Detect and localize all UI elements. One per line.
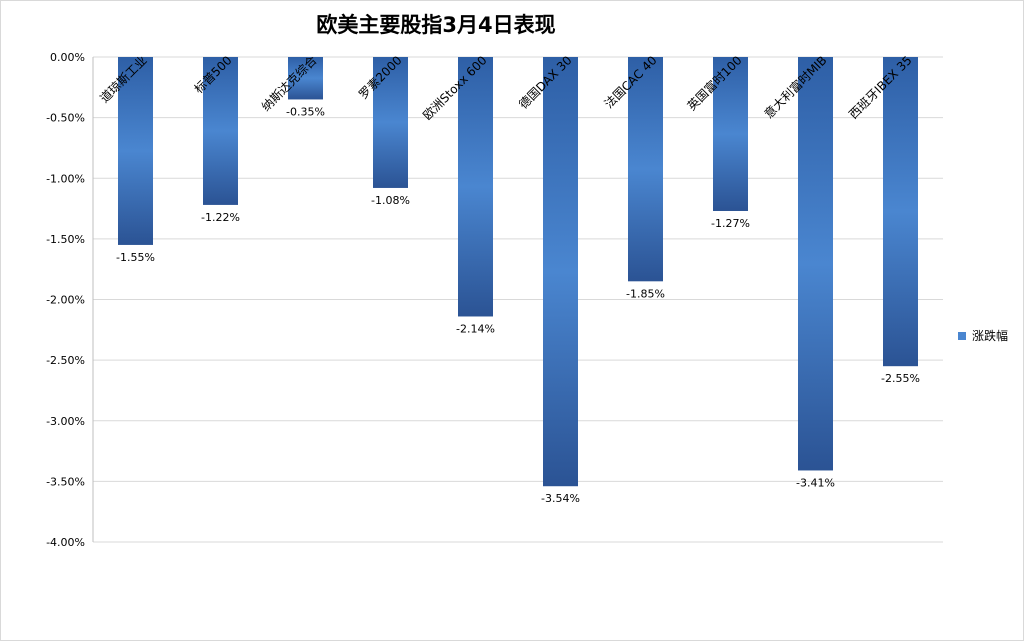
data-label: -1.08% bbox=[371, 194, 410, 207]
y-tick-label: -0.50% bbox=[46, 112, 85, 125]
bar bbox=[373, 57, 408, 188]
bar bbox=[798, 57, 833, 471]
data-label: -2.14% bbox=[456, 322, 495, 335]
chart-title: 欧美主要股指3月4日表现 bbox=[316, 13, 556, 37]
legend-swatch bbox=[958, 331, 966, 340]
y-tick-label: -2.50% bbox=[46, 354, 85, 367]
bar bbox=[883, 57, 918, 367]
y-tick-label: -3.50% bbox=[46, 475, 85, 488]
y-tick-label: -1.00% bbox=[46, 172, 85, 185]
y-tick-label: -1.50% bbox=[46, 233, 85, 246]
bar bbox=[628, 57, 663, 282]
bar bbox=[543, 57, 578, 487]
bar bbox=[458, 57, 493, 317]
data-labels: -1.55% -1.22% -0.35% -1.08% -2.14% -3.54% -1.8… bbox=[116, 105, 920, 505]
y-tick-label: -3.00% bbox=[46, 415, 85, 428]
data-label: -0.35% bbox=[286, 105, 325, 118]
data-label: -1.55% bbox=[116, 251, 155, 264]
data-label: -3.54% bbox=[541, 492, 580, 505]
bar bbox=[713, 57, 748, 211]
data-label: -2.55% bbox=[881, 372, 920, 385]
y-tick-label: -2.00% bbox=[46, 294, 85, 307]
legend-label: 涨跌幅 bbox=[972, 329, 1009, 343]
y-tick-label: -4.00% bbox=[46, 536, 85, 549]
bars bbox=[118, 57, 918, 487]
data-label: -1.22% bbox=[201, 211, 240, 224]
data-label: -1.85% bbox=[626, 287, 665, 300]
legend: 涨跌幅 bbox=[958, 327, 1008, 344]
y-tick-label: 0.00% bbox=[50, 51, 85, 64]
bar bbox=[203, 57, 238, 205]
bar bbox=[118, 57, 153, 245]
bar bbox=[288, 57, 323, 100]
data-label: -1.27% bbox=[711, 217, 750, 230]
y-axis: 0.00% -0.50% -1.00% -1.50% -2.00% -2.50% -3.00… bbox=[46, 51, 94, 549]
data-label: -3.41% bbox=[796, 476, 835, 489]
